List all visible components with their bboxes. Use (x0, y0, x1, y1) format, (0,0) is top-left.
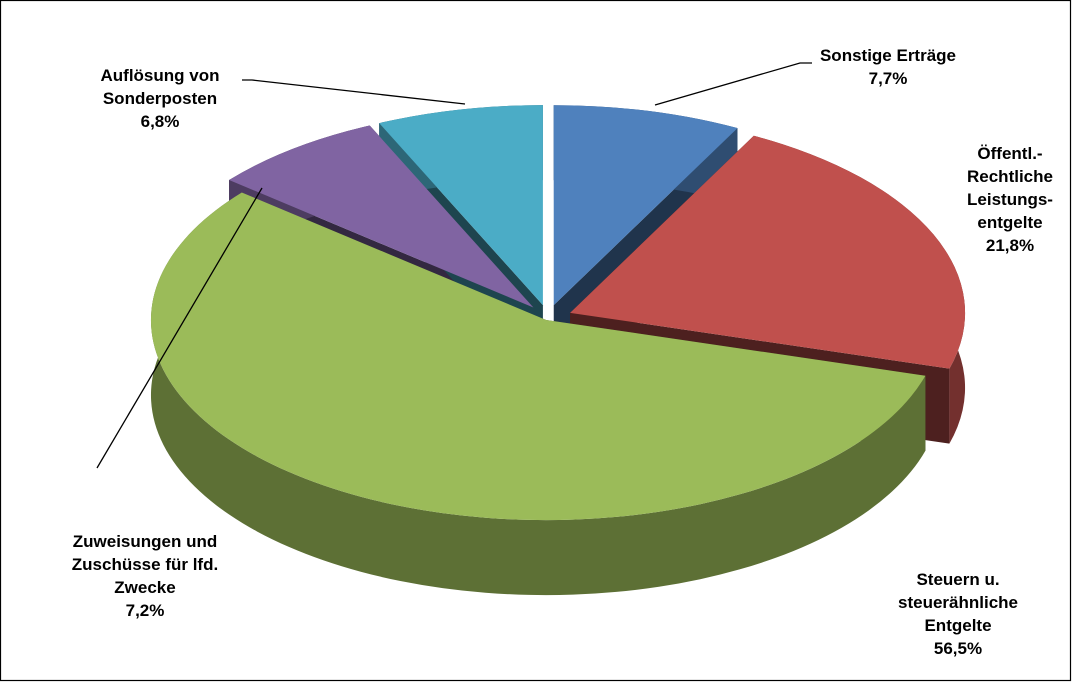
slice-label: Steuern u. steuerähnliche Entgelte 56,5% (848, 568, 1068, 660)
leader-line (96, 187, 263, 469)
value-label: 7,2% (125, 601, 165, 620)
category-label: Sonstige Erträge (819, 46, 957, 65)
slice-label: Öffentl.- Rechtliche Leistungs- entgelte… (900, 142, 1072, 257)
slice-label: Auflösung von Sonderposten 6,8% (50, 64, 270, 133)
category-label: Zuweisungen und Zuschüsse für lfd. Zweck… (71, 532, 219, 597)
slice (150, 192, 926, 521)
value-label: 56,5% (933, 639, 983, 658)
slice (229, 125, 534, 308)
slice-label: Zuweisungen und Zuschüsse für lfd. Zweck… (35, 530, 255, 622)
slice (379, 105, 543, 306)
slice-side (150, 192, 926, 596)
value-label: 7,7% (868, 69, 908, 88)
slice (553, 105, 738, 306)
leader-line (242, 79, 466, 105)
category-label: Öffentl.- Rechtliche Leistungs- entgelte (967, 144, 1053, 232)
category-label: Steuern u. steuerähnliche Entgelte (898, 570, 1018, 635)
slice (570, 135, 966, 369)
leader-lines (96, 62, 812, 469)
pie (150, 105, 966, 596)
value-label: 21,8% (985, 236, 1035, 255)
category-label: Auflösung von Sonderposten (100, 66, 220, 108)
leader-line (654, 62, 812, 106)
value-label: 6,8% (140, 112, 180, 131)
slice-label: Sonstige Erträge 7,7% (778, 44, 998, 90)
